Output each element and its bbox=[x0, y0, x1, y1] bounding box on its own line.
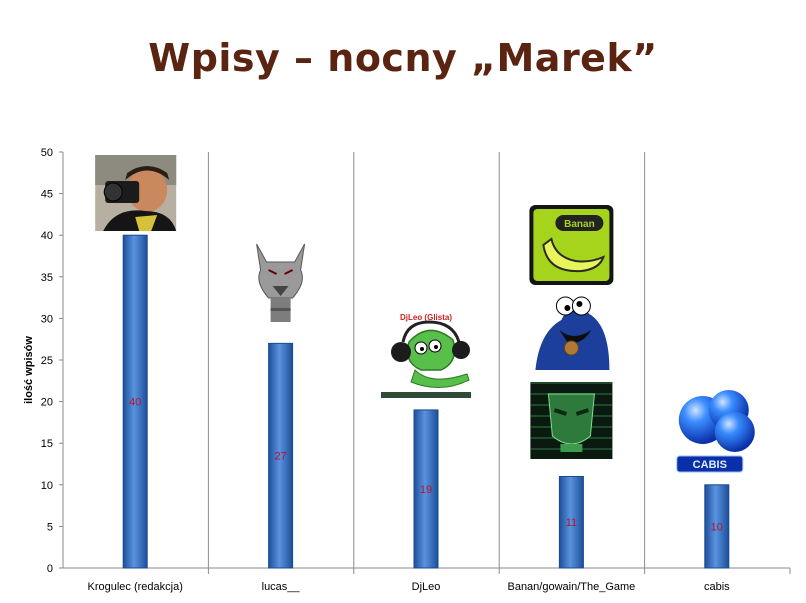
y-tick-label: 30 bbox=[41, 313, 53, 325]
data-label: 10 bbox=[711, 521, 723, 533]
y-tick-label: 35 bbox=[41, 272, 53, 284]
bar bbox=[413, 409, 439, 569]
x-tick-label: DjLeo bbox=[412, 581, 441, 593]
y-tick-label: 10 bbox=[41, 480, 53, 492]
y-tick-label: 20 bbox=[41, 397, 53, 409]
data-label: 19 bbox=[420, 484, 432, 496]
banana-avatar-icon: Banan bbox=[529, 205, 614, 285]
data-label: 11 bbox=[566, 517, 577, 529]
x-tick-label: Krogulec (redakcja) bbox=[88, 581, 183, 593]
blue-spheres-avatar-icon: CABIS bbox=[676, 390, 755, 473]
bar bbox=[704, 484, 730, 569]
bar bbox=[558, 475, 584, 569]
y-tick-label: 45 bbox=[41, 189, 53, 201]
data-label: 40 bbox=[129, 397, 141, 409]
dj-frog-avatar-icon: DjLeo (Glista) bbox=[381, 313, 471, 398]
y-tick-label: 40 bbox=[41, 230, 53, 242]
data-label: 27 bbox=[274, 451, 286, 463]
x-tick-label: Banan/gowain/The_Game bbox=[507, 581, 635, 593]
y-axis-label: ilość wpisów bbox=[23, 336, 35, 404]
bar bbox=[268, 342, 294, 569]
bar bbox=[122, 234, 148, 569]
photographer-avatar-icon bbox=[95, 155, 177, 231]
svg-text:Banan: Banan bbox=[564, 219, 595, 230]
y-tick-label: 0 bbox=[47, 563, 53, 575]
y-tick-label: 15 bbox=[41, 438, 53, 450]
y-tick-label: 5 bbox=[47, 521, 53, 533]
x-tick-label: lucas__ bbox=[262, 581, 301, 593]
y-tick-label: 50 bbox=[41, 147, 53, 159]
green-mask-avatar-icon bbox=[530, 382, 613, 459]
dj-frog-caption: DjLeo (Glista) bbox=[400, 313, 452, 322]
wolf-head-avatar-icon bbox=[242, 240, 319, 326]
cookie-monster-avatar-icon bbox=[535, 296, 610, 370]
x-tick-label: cabis bbox=[704, 581, 730, 593]
y-tick-label: 25 bbox=[41, 355, 53, 367]
cabis-caption: CABIS bbox=[693, 459, 727, 471]
chart-title: Wpisy – nocny „Marek” bbox=[148, 36, 658, 80]
